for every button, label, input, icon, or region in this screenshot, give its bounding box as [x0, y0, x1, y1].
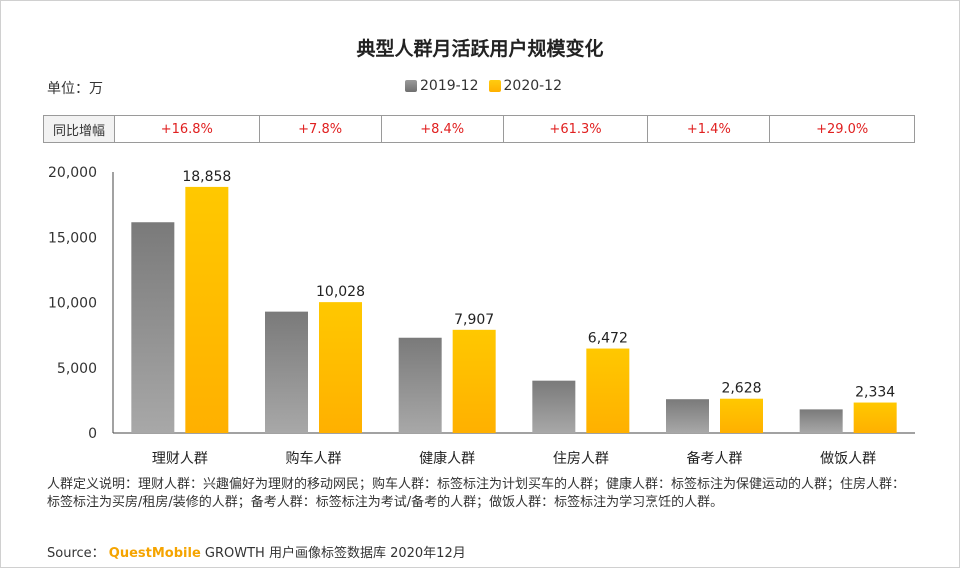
- legend-swatch-2020: [488, 80, 501, 92]
- bar-2020: [452, 329, 496, 433]
- yoy-cell: +8.4%: [380, 115, 504, 143]
- legend-item-2019: 2019-12: [405, 78, 479, 94]
- legend-swatch-2019: [405, 80, 417, 92]
- yoy-cell: +16.8%: [114, 115, 260, 143]
- yoy-cell: +29.0%: [769, 115, 915, 143]
- source-prefix: Source：: [47, 546, 105, 561]
- legend-label-2020: 2020-12: [503, 78, 563, 94]
- definition-notes: 人群定义说明：理财人群：兴趣偏好为理财的移动网民；购车人群：标签标注为计划买车的…: [47, 477, 906, 510]
- source-line: Source： QuestMobile GROWTH 用户画像标签数据库 202…: [47, 542, 466, 561]
- data-label-2020: 2,628: [721, 381, 761, 397]
- bar-2019: [666, 399, 709, 433]
- bar-2020: [185, 186, 229, 433]
- yoy-header: 同比增幅: [43, 115, 115, 143]
- data-label-2020: 6,472: [588, 331, 628, 347]
- data-label-2020: 10,028: [316, 284, 365, 300]
- bar-2020: [586, 348, 630, 433]
- category-label: 健康人群: [419, 450, 475, 467]
- unit-label: 单位：万: [47, 81, 103, 97]
- bar-2020: [319, 302, 362, 433]
- category-label: 理财人群: [152, 451, 208, 467]
- category-label: 做饭人群: [820, 451, 876, 467]
- bar-2020: [853, 402, 897, 433]
- data-label-2020: 2,334: [855, 385, 895, 401]
- y-tick-label: 15,000: [48, 230, 97, 246]
- yoy-cell: +1.4%: [647, 115, 771, 143]
- category-label: 备考人群: [687, 450, 743, 467]
- legend-item-2020: 2020-12: [488, 78, 563, 94]
- data-label-2020: 18,858: [182, 169, 231, 185]
- bar-2019: [265, 311, 308, 433]
- bar-2019: [131, 222, 175, 433]
- legend-label-2019: 2019-12: [420, 78, 479, 94]
- category-label: 购车人群: [286, 450, 342, 467]
- bar-2020: [720, 398, 763, 433]
- y-tick-label: 0: [88, 426, 97, 442]
- bar-2019: [398, 337, 442, 433]
- y-tick-label: 5,000: [57, 361, 97, 377]
- yoy-table: 同比增幅 +16.8% +7.8% +8.4% +61.3% +1.4% +29…: [43, 115, 915, 143]
- category-label: 住房人群: [553, 451, 609, 467]
- bar-2019: [799, 409, 843, 433]
- data-label-2020: 7,907: [454, 312, 494, 328]
- source-text: GROWTH 用户画像标签数据库 2020年12月: [204, 546, 466, 561]
- legend: 2019-12 2020-12: [405, 78, 572, 94]
- yoy-cell: +7.8%: [258, 115, 382, 143]
- bar-2019: [532, 380, 576, 433]
- chart-title: 典型人群月活跃用户规模变化: [356, 38, 604, 60]
- y-tick-label: 20,000: [48, 165, 97, 181]
- y-tick-label: 10,000: [48, 296, 97, 312]
- source-brand: QuestMobile: [108, 546, 201, 561]
- yoy-row: 同比增幅 +16.8% +7.8% +8.4% +61.3% +1.4% +29…: [43, 115, 915, 143]
